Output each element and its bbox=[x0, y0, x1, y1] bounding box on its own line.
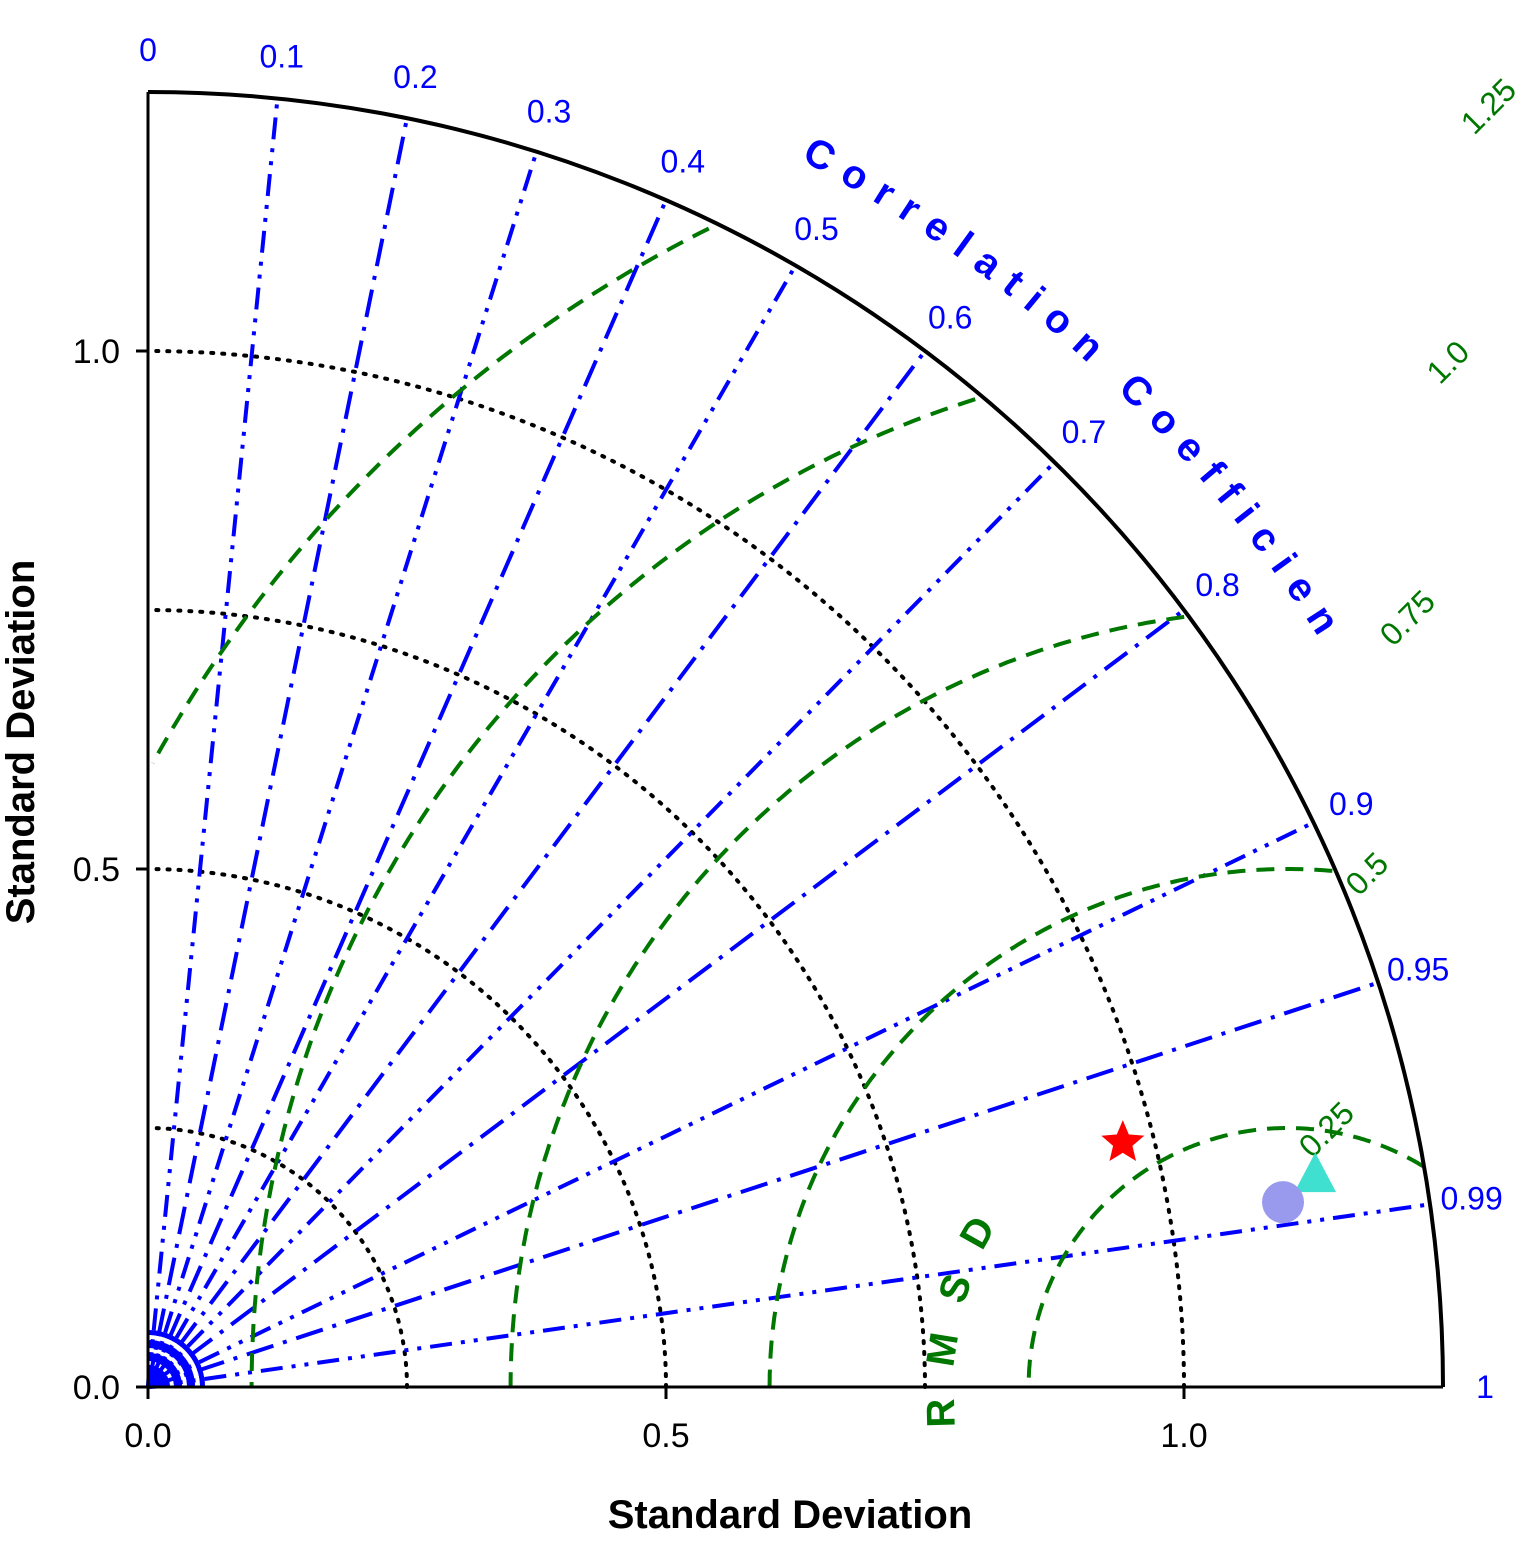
correlation-lines bbox=[146, 98, 1431, 1389]
correlation-line bbox=[146, 460, 1056, 1389]
correlation-tick-label: 0.6 bbox=[928, 299, 972, 335]
correlation-tick-labels: 0 0.1 0.2 0.3 0.4 0.5 0.6 0.7 0.8 0.9 0.95 0.99 1 bbox=[139, 32, 1503, 1405]
std-grid-arc bbox=[146, 349, 1186, 1389]
correlation-tick-label: 0.9 bbox=[1329, 786, 1373, 822]
correlation-line bbox=[146, 199, 668, 1388]
correlation-line bbox=[146, 349, 927, 1389]
correlation-tick-label: 0.8 bbox=[1195, 567, 1239, 603]
x-axis-title: Standard Deviation bbox=[608, 1493, 973, 1537]
data-points bbox=[1101, 1120, 1337, 1224]
y-tick-label: 0.5 bbox=[73, 851, 120, 889]
correlation-tick-label: 0.1 bbox=[259, 39, 303, 75]
x-tick-label: 0.5 bbox=[642, 1417, 689, 1455]
diagram-frame bbox=[146, 90, 1445, 1389]
y-tick-label: 0.0 bbox=[73, 1369, 120, 1407]
triangle-marker bbox=[1294, 1152, 1337, 1193]
correlation-tick-label: 0 bbox=[139, 32, 157, 68]
std-grid-arc bbox=[146, 867, 668, 1389]
rmsd-contour-label: 1.25 bbox=[1454, 71, 1523, 140]
std-grid-arcs bbox=[146, 349, 1186, 1389]
rmsd-contour bbox=[249, 397, 976, 1387]
std-grid-arc bbox=[146, 608, 927, 1389]
std-ticks: 0.00.0 0.5 0.5 1.0 1.0 bbox=[73, 333, 1208, 1455]
rmsd-contour bbox=[508, 614, 1185, 1387]
rmsd-contour bbox=[151, 226, 710, 765]
x-tick-label: 0.0 bbox=[124, 1417, 171, 1455]
correlation-line bbox=[146, 264, 798, 1388]
outer-arc bbox=[147, 90, 1445, 1388]
rmsd-contour bbox=[767, 867, 1333, 1387]
correlation-tick-label: 0.99 bbox=[1440, 1180, 1502, 1216]
y-axis-title: Standard Deviation bbox=[0, 560, 43, 925]
correlation-line bbox=[147, 980, 1379, 1389]
correlation-tick-label: 0.4 bbox=[661, 144, 705, 180]
y-tick-label: 1.0 bbox=[73, 333, 120, 371]
correlation-line bbox=[146, 151, 539, 1388]
correlation-tick-label: 0.3 bbox=[527, 94, 571, 130]
correlation-line bbox=[146, 98, 280, 1388]
circle-marker bbox=[1262, 1181, 1305, 1224]
rmsd-contour-label: 1.0 bbox=[1419, 333, 1476, 390]
rmsd-contour bbox=[1026, 1126, 1424, 1387]
rmsd-contour-label: 0.25 bbox=[1292, 1095, 1361, 1164]
correlation-title: Correlation Coefficient bbox=[0, 0, 1355, 654]
correlation-line bbox=[146, 117, 409, 1388]
correlation-tick-label: 0.2 bbox=[393, 59, 437, 95]
star-marker bbox=[1101, 1120, 1145, 1162]
correlation-tick-label: 0.5 bbox=[794, 211, 838, 247]
correlation-line bbox=[147, 1202, 1431, 1389]
rmsd-title: RMSD bbox=[918, 1183, 1019, 1428]
x-tick-label: 1.0 bbox=[1160, 1417, 1207, 1455]
correlation-tick-label: 0.95 bbox=[1387, 952, 1449, 988]
rmsd-contour-label: 0.75 bbox=[1373, 583, 1442, 652]
correlation-line bbox=[147, 820, 1315, 1389]
correlation-line bbox=[146, 608, 1186, 1389]
correlation-tick-label: 1 bbox=[1476, 1369, 1494, 1405]
correlation-tick-label: 0.7 bbox=[1062, 414, 1106, 450]
